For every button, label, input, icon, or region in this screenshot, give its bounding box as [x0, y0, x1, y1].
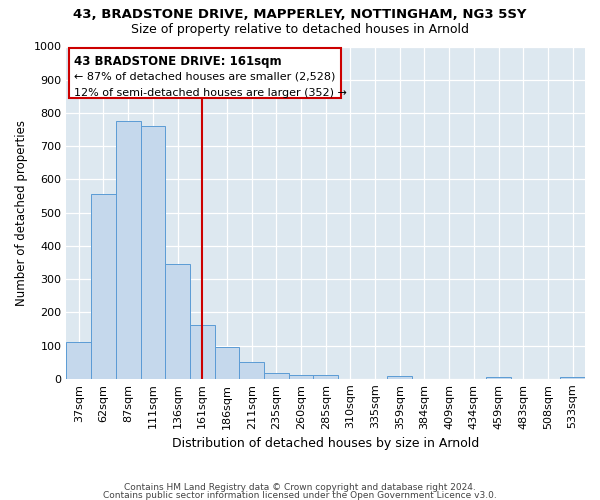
X-axis label: Distribution of detached houses by size in Arnold: Distribution of detached houses by size … [172, 437, 479, 450]
Bar [289, 375, 313, 379]
Y-axis label: Number of detached properties: Number of detached properties [15, 120, 28, 306]
Text: ← 87% of detached houses are smaller (2,528): ← 87% of detached houses are smaller (2,… [74, 72, 335, 82]
Bar [190, 325, 215, 379]
Bar [215, 346, 239, 379]
FancyBboxPatch shape [69, 48, 341, 98]
Bar [91, 194, 116, 379]
Bar [67, 342, 91, 379]
Text: 43, BRADSTONE DRIVE, MAPPERLEY, NOTTINGHAM, NG3 5SY: 43, BRADSTONE DRIVE, MAPPERLEY, NOTTINGH… [73, 8, 527, 20]
Bar [264, 373, 289, 379]
Bar [486, 377, 511, 379]
Text: Contains HM Land Registry data © Crown copyright and database right 2024.: Contains HM Land Registry data © Crown c… [124, 482, 476, 492]
Text: 43 BRADSTONE DRIVE: 161sqm: 43 BRADSTONE DRIVE: 161sqm [74, 55, 281, 68]
Bar [388, 376, 412, 379]
Bar [560, 377, 585, 379]
Bar [116, 122, 140, 379]
Text: Size of property relative to detached houses in Arnold: Size of property relative to detached ho… [131, 22, 469, 36]
Bar [165, 264, 190, 379]
Text: 12% of semi-detached houses are larger (352) →: 12% of semi-detached houses are larger (… [74, 88, 347, 98]
Bar [140, 126, 165, 379]
Bar [239, 362, 264, 379]
Text: Contains public sector information licensed under the Open Government Licence v3: Contains public sector information licen… [103, 491, 497, 500]
Bar [313, 376, 338, 379]
